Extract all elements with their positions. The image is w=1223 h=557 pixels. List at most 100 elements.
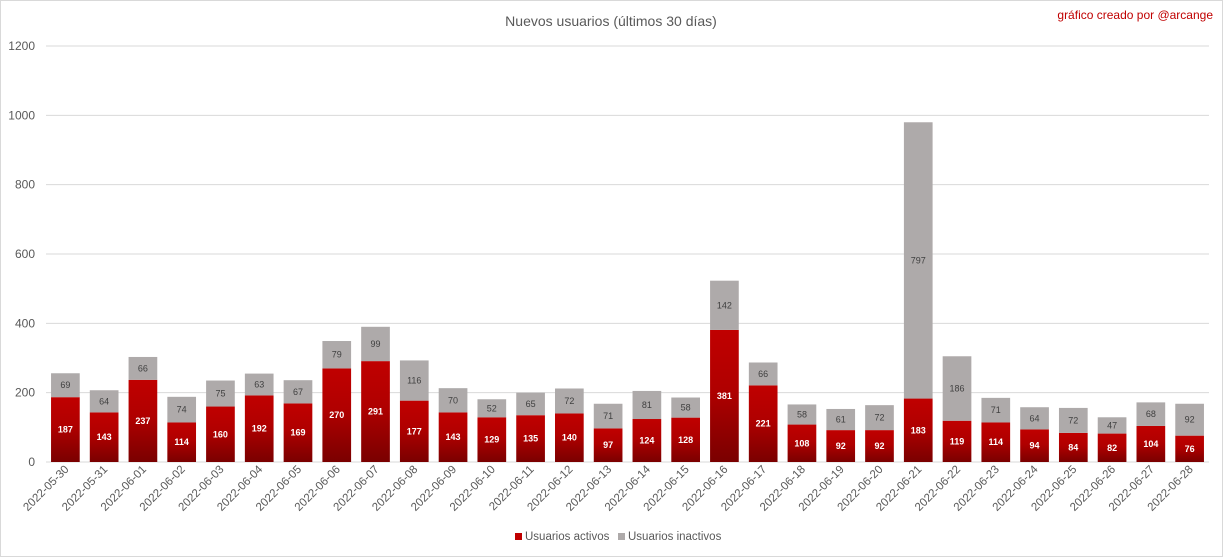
data-label-inactive: 69 [60, 380, 70, 390]
data-label-active: 192 [252, 424, 267, 434]
bar-inactive [1020, 407, 1049, 430]
data-label-active: 76 [1185, 444, 1195, 454]
chart-title: Nuevos usuarios (últimos 30 días) [505, 13, 717, 29]
data-label-inactive: 61 [836, 415, 846, 425]
bar-inactive [671, 397, 700, 418]
legend-swatch-active [515, 533, 522, 540]
data-label-active: 114 [174, 437, 189, 447]
data-label-inactive: 797 [911, 255, 926, 265]
data-label-inactive: 79 [332, 350, 342, 360]
data-label-active: 108 [794, 438, 809, 448]
bar-inactive [826, 408, 856, 431]
bar-inactive [1058, 407, 1088, 433]
bar-active [1058, 432, 1088, 462]
bar-inactive [438, 388, 468, 413]
bar-active [710, 329, 739, 462]
bar-inactive [206, 380, 235, 407]
data-label-active: 143 [446, 432, 461, 442]
bar-inactive [283, 380, 313, 404]
bar-inactive [516, 392, 545, 416]
data-label-inactive: 64 [99, 396, 109, 406]
y-tick-label: 1000 [8, 108, 35, 122]
data-label-active: 187 [58, 425, 73, 435]
bar-active [206, 406, 235, 462]
bar-inactive [128, 356, 158, 380]
data-label-active: 119 [950, 436, 965, 446]
data-label-inactive: 68 [1146, 409, 1156, 419]
bar-active [438, 412, 468, 462]
data-label-inactive: 52 [487, 403, 497, 413]
bar-active [516, 415, 545, 462]
data-label-inactive: 64 [1030, 413, 1040, 423]
data-label-inactive: 71 [991, 405, 1001, 415]
bar-inactive [903, 122, 933, 399]
bar-active [1020, 429, 1049, 462]
bar-active [555, 413, 584, 462]
data-label-active: 94 [1030, 441, 1040, 451]
y-tick-label: 600 [15, 247, 35, 261]
bar-inactive [51, 373, 80, 398]
data-label-active: 183 [911, 425, 926, 435]
data-label-inactive: 70 [448, 395, 458, 405]
bar-active [826, 430, 856, 462]
data-label-active: 92 [874, 441, 884, 451]
bar-inactive [1097, 417, 1127, 434]
bar-inactive [865, 405, 894, 431]
data-label-active: 135 [523, 434, 538, 444]
bar-active [787, 424, 817, 462]
data-label-active: 114 [989, 437, 1004, 447]
data-label-inactive: 75 [215, 389, 225, 399]
legend-label-active: Usuarios activos [525, 531, 610, 543]
bar-inactive [787, 404, 817, 425]
bar-inactive [981, 397, 1011, 423]
data-label-active: 104 [1143, 439, 1158, 449]
data-label-active: 82 [1107, 443, 1117, 453]
bar-active [89, 412, 119, 462]
y-tick-label: 200 [15, 386, 35, 400]
legend: Usuarios activos Usuarios inactivos [515, 531, 722, 543]
y-tick-label: 400 [15, 316, 35, 330]
bar-active [361, 361, 390, 462]
data-label-active: 129 [484, 435, 499, 445]
data-label-active: 177 [407, 426, 422, 436]
data-label-inactive: 72 [564, 396, 574, 406]
bar-active [167, 422, 197, 462]
bar-inactive [167, 396, 197, 423]
data-label-inactive: 72 [1068, 415, 1078, 425]
bar-active [477, 417, 507, 462]
bar-active [903, 398, 933, 462]
bar-active [942, 420, 972, 462]
bar-inactive [89, 390, 119, 413]
bar-inactive [1175, 403, 1204, 436]
bar-active [981, 422, 1011, 462]
y-tick-label: 0 [28, 455, 35, 469]
gridlines [46, 45, 1209, 463]
bar-active [748, 385, 778, 462]
bar-active [593, 428, 623, 462]
legend-label-inactive: Usuarios inactivos [628, 531, 722, 543]
data-label-active: 84 [1068, 442, 1078, 452]
bar-active [1097, 433, 1127, 462]
bars: 187 69 143 64 237 66 114 74 160 75 192 63 169 67 270 79… [51, 122, 1204, 462]
data-label-active: 270 [329, 410, 344, 420]
data-label-active: 221 [756, 419, 771, 429]
bar-inactive [748, 362, 778, 386]
data-label-inactive: 72 [874, 413, 884, 423]
data-label-active: 128 [678, 435, 693, 445]
bar-inactive [710, 280, 739, 330]
data-label-inactive: 66 [138, 363, 148, 373]
bar-inactive [593, 403, 623, 429]
y-axis: 0 200 400 600 800 1000 1200 [8, 39, 35, 469]
bar-inactive [322, 341, 352, 369]
bar-active [283, 403, 313, 462]
data-label-inactive: 92 [1185, 415, 1195, 425]
data-label-inactive: 58 [681, 403, 691, 413]
data-label-inactive: 67 [293, 387, 303, 397]
data-label-inactive: 74 [177, 405, 187, 415]
bar-active [51, 397, 80, 462]
bar-active [399, 400, 429, 462]
data-label-inactive: 99 [371, 339, 381, 349]
x-axis: 2022-05-302022-05-312022-06-012022-06-02… [21, 463, 1195, 514]
bar-active [244, 395, 274, 462]
